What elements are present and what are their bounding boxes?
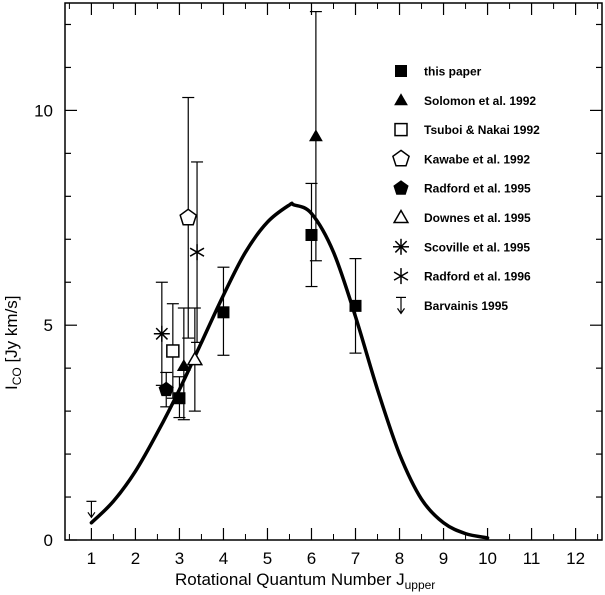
data-point-filled-pentagon (158, 381, 174, 397)
x-axis-title-main: Rotational Quantum Number J (175, 570, 405, 589)
legend-label: Barvainis 1995 (424, 299, 508, 313)
x-axis-title: Rotational Quantum Number Jupper (175, 570, 435, 592)
data-point-upper-limit-arrow (87, 511, 96, 519)
legend-marker-open-square (394, 122, 408, 137)
legend-label: this paper (424, 65, 482, 79)
legend-marker-open-pentagon (392, 149, 410, 167)
legend-marker-cross-star (393, 271, 409, 281)
legend-label: Tsuboi & Nakai 1992 (424, 123, 540, 137)
data-point-open-pentagon (179, 208, 198, 226)
legend-marker-filled-triangle (394, 93, 408, 106)
y-tick-label: 0 (44, 531, 53, 550)
x-tick-label: 5 (263, 549, 272, 568)
y-axis-title-unit: [Jy km/s] (2, 295, 21, 367)
model-curve-line (89, 201, 490, 540)
x-tick-label: 1 (87, 549, 96, 568)
data-point-filled-square (349, 299, 362, 312)
y-tick-label: 10 (34, 101, 53, 120)
data-point-filled-square (305, 228, 318, 241)
y-axis-title-main: I (2, 385, 21, 390)
x-axis-title-sub: upper (405, 578, 436, 592)
legend-label: Downes et al. 1995 (424, 211, 531, 225)
x-tick-label: 12 (566, 549, 585, 568)
data-point-asterisk (155, 327, 169, 340)
x-tick-label: 4 (219, 549, 228, 568)
legend-marker-filled-square (395, 65, 407, 77)
data-point-open-square (166, 344, 180, 358)
x-tick-label: 9 (439, 549, 448, 568)
x-tick-label: 7 (351, 549, 360, 568)
legend-label: Radford et al. 1995 (424, 182, 531, 196)
data-point-filled-square (217, 306, 230, 319)
legend-marker-asterisk (394, 240, 408, 253)
data-point-filled-triangle (309, 129, 323, 142)
x-tick-label: 6 (307, 549, 316, 568)
legend-marker-open-triangle (392, 208, 410, 224)
model-curve (89, 201, 490, 540)
data-markers (86, 129, 362, 519)
y-axis-title-sub: CO (10, 367, 24, 385)
y-axis-title: ICO [Jy km/s] (2, 295, 24, 390)
data-point-open-triangle (186, 351, 204, 366)
data-point-filled-square (173, 392, 186, 405)
legend-label: Radford et al. 1996 (424, 270, 531, 284)
legend-marker-upper-limit-arrow (397, 308, 405, 315)
data-point-cross-star (189, 247, 205, 257)
x-tick-label: 3 (175, 549, 184, 568)
x-tick-label: 11 (523, 549, 541, 568)
x-tick-label: 10 (478, 549, 497, 568)
data-point-filled-triangle (176, 359, 191, 371)
y-tick-label: 5 (44, 316, 53, 335)
legend-label: Scoville et al. 1995 (424, 240, 530, 254)
x-tick-label: 2 (131, 549, 140, 568)
legend-label: Solomon et al. 1992 (424, 94, 536, 108)
legend-marker-filled-pentagon (393, 180, 409, 195)
x-tick-label: 8 (395, 549, 404, 568)
legend: this paper Solomon et al. 1992 Tsuboi & Na… (392, 65, 540, 315)
legend-label: Kawabe et al. 1992 (424, 152, 530, 166)
